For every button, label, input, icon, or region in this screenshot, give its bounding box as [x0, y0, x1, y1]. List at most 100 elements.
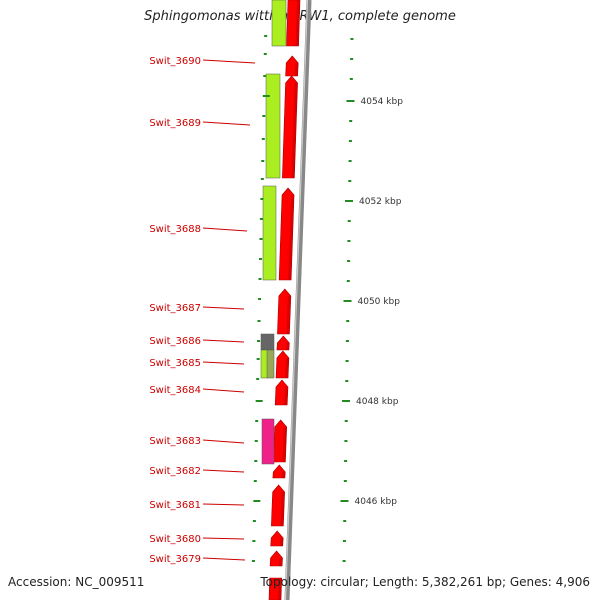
green-tick: [261, 160, 265, 162]
gene-label: Swit_3689: [149, 118, 201, 129]
gene-arrow-shade: [291, 83, 298, 178]
accession-label: Accession: NC_009511: [8, 575, 145, 589]
green-tick: [259, 218, 263, 220]
scale-tick: [344, 420, 348, 422]
gene-label: Swit_3682: [149, 466, 201, 477]
scale-tick: [340, 500, 349, 502]
green-tick: [262, 115, 266, 117]
feature-bar: [265, 73, 281, 179]
gene-arrow: [268, 577, 283, 600]
scale-tick: [350, 38, 354, 40]
gene-leader-line: [202, 537, 245, 540]
gene-arrow: [276, 335, 290, 351]
scale-tick: [347, 220, 351, 222]
gene-arrow: [270, 530, 284, 547]
gene-label: Swit_3685: [149, 358, 201, 369]
green-tick: [251, 560, 255, 562]
gene-arrow-shade: [281, 472, 286, 478]
gene-label: Swit_3687: [149, 303, 201, 314]
gene-arrow-shade: [279, 538, 284, 546]
scale-tick: [343, 520, 347, 522]
green-tick: [257, 320, 261, 322]
green-tick: [253, 500, 261, 502]
gene-leader-line: [202, 339, 245, 343]
kbp-label: 4052 kbp: [359, 197, 402, 207]
scale-tick: [347, 240, 351, 242]
green-tick: [259, 238, 263, 240]
green-tick: [262, 95, 270, 97]
scale-tick: [348, 180, 352, 182]
scale-tick: [345, 380, 349, 382]
green-tick: [258, 278, 262, 280]
feature-bar: [266, 349, 275, 379]
gene-arrow: [269, 550, 283, 567]
scale-tick: [342, 400, 350, 402]
gene-arrow-shade: [294, 63, 299, 76]
green-tick: [252, 540, 256, 542]
gene-leader-line: [202, 503, 245, 506]
kbp-label: 4054 kbp: [361, 97, 404, 107]
green-tick: [261, 138, 265, 140]
gene-arrow: [277, 288, 292, 335]
green-tick: [255, 420, 259, 422]
gene-label: Swit_3680: [149, 534, 201, 545]
gene-arrow-shade: [295, 0, 300, 46]
green-tick: [263, 53, 267, 55]
green-tick: [260, 178, 264, 180]
scale-tick: [349, 78, 353, 80]
gene-label: Swit_3683: [149, 436, 201, 447]
green-tick: [258, 298, 262, 300]
gene-leader-line: [202, 439, 245, 444]
scale-tick: [347, 260, 351, 262]
green-tick: [258, 258, 262, 260]
green-tick: [256, 358, 260, 360]
scale-tick: [346, 320, 350, 322]
gene-arrow: [275, 350, 290, 379]
gene-arrow-shade: [288, 195, 295, 280]
scale-tick: [350, 58, 354, 60]
gene-arrow-shade: [279, 558, 283, 566]
green-tick: [263, 75, 267, 77]
gene-arrow-shade: [286, 296, 291, 334]
gene-leader-line: [202, 59, 256, 64]
gene-arrow: [278, 187, 295, 281]
gene-arrow: [272, 464, 286, 479]
kbp-label: 4050 kbp: [358, 297, 401, 307]
gene-arrow-shade: [284, 387, 288, 405]
green-tick: [255, 400, 263, 402]
gene-arrow: [271, 484, 285, 527]
scale-tick: [346, 100, 355, 102]
feature-bar: [271, 0, 287, 47]
feature-bar: [262, 185, 277, 281]
gene-leader-line: [202, 557, 246, 561]
scale-tick: [344, 440, 348, 442]
gene-label: Swit_3684: [149, 385, 201, 396]
genome-backbone: [284, 0, 312, 600]
gene-label: Swit_3686: [149, 336, 201, 347]
green-tick: [253, 480, 257, 482]
scale-tick: [342, 560, 346, 562]
scale-tick: [345, 200, 353, 202]
feature-bar: [261, 418, 275, 465]
gene-leader-line: [202, 388, 245, 393]
gene-arrow: [274, 379, 289, 406]
gene-arrow: [285, 55, 299, 77]
scale-tick: [348, 160, 352, 162]
green-tick: [254, 440, 258, 442]
feature-bar: [260, 333, 275, 351]
scale-tick: [345, 360, 349, 362]
green-tick: [264, 35, 268, 37]
gene-arrow: [282, 75, 298, 179]
topology-label: Topology: circular; Length: 5,382,261 bp…: [260, 575, 590, 589]
scale-tick: [349, 120, 353, 122]
scale-tick: [345, 340, 349, 342]
scale-tick: [343, 300, 352, 302]
kbp-label: 4048 kbp: [356, 397, 399, 407]
gene-label: Swit_3681: [149, 500, 201, 511]
kbp-label: 4046 kbp: [355, 497, 398, 507]
gene-arrow-shade: [278, 578, 282, 600]
gene-leader-line: [202, 469, 245, 473]
green-tick: [257, 340, 261, 342]
